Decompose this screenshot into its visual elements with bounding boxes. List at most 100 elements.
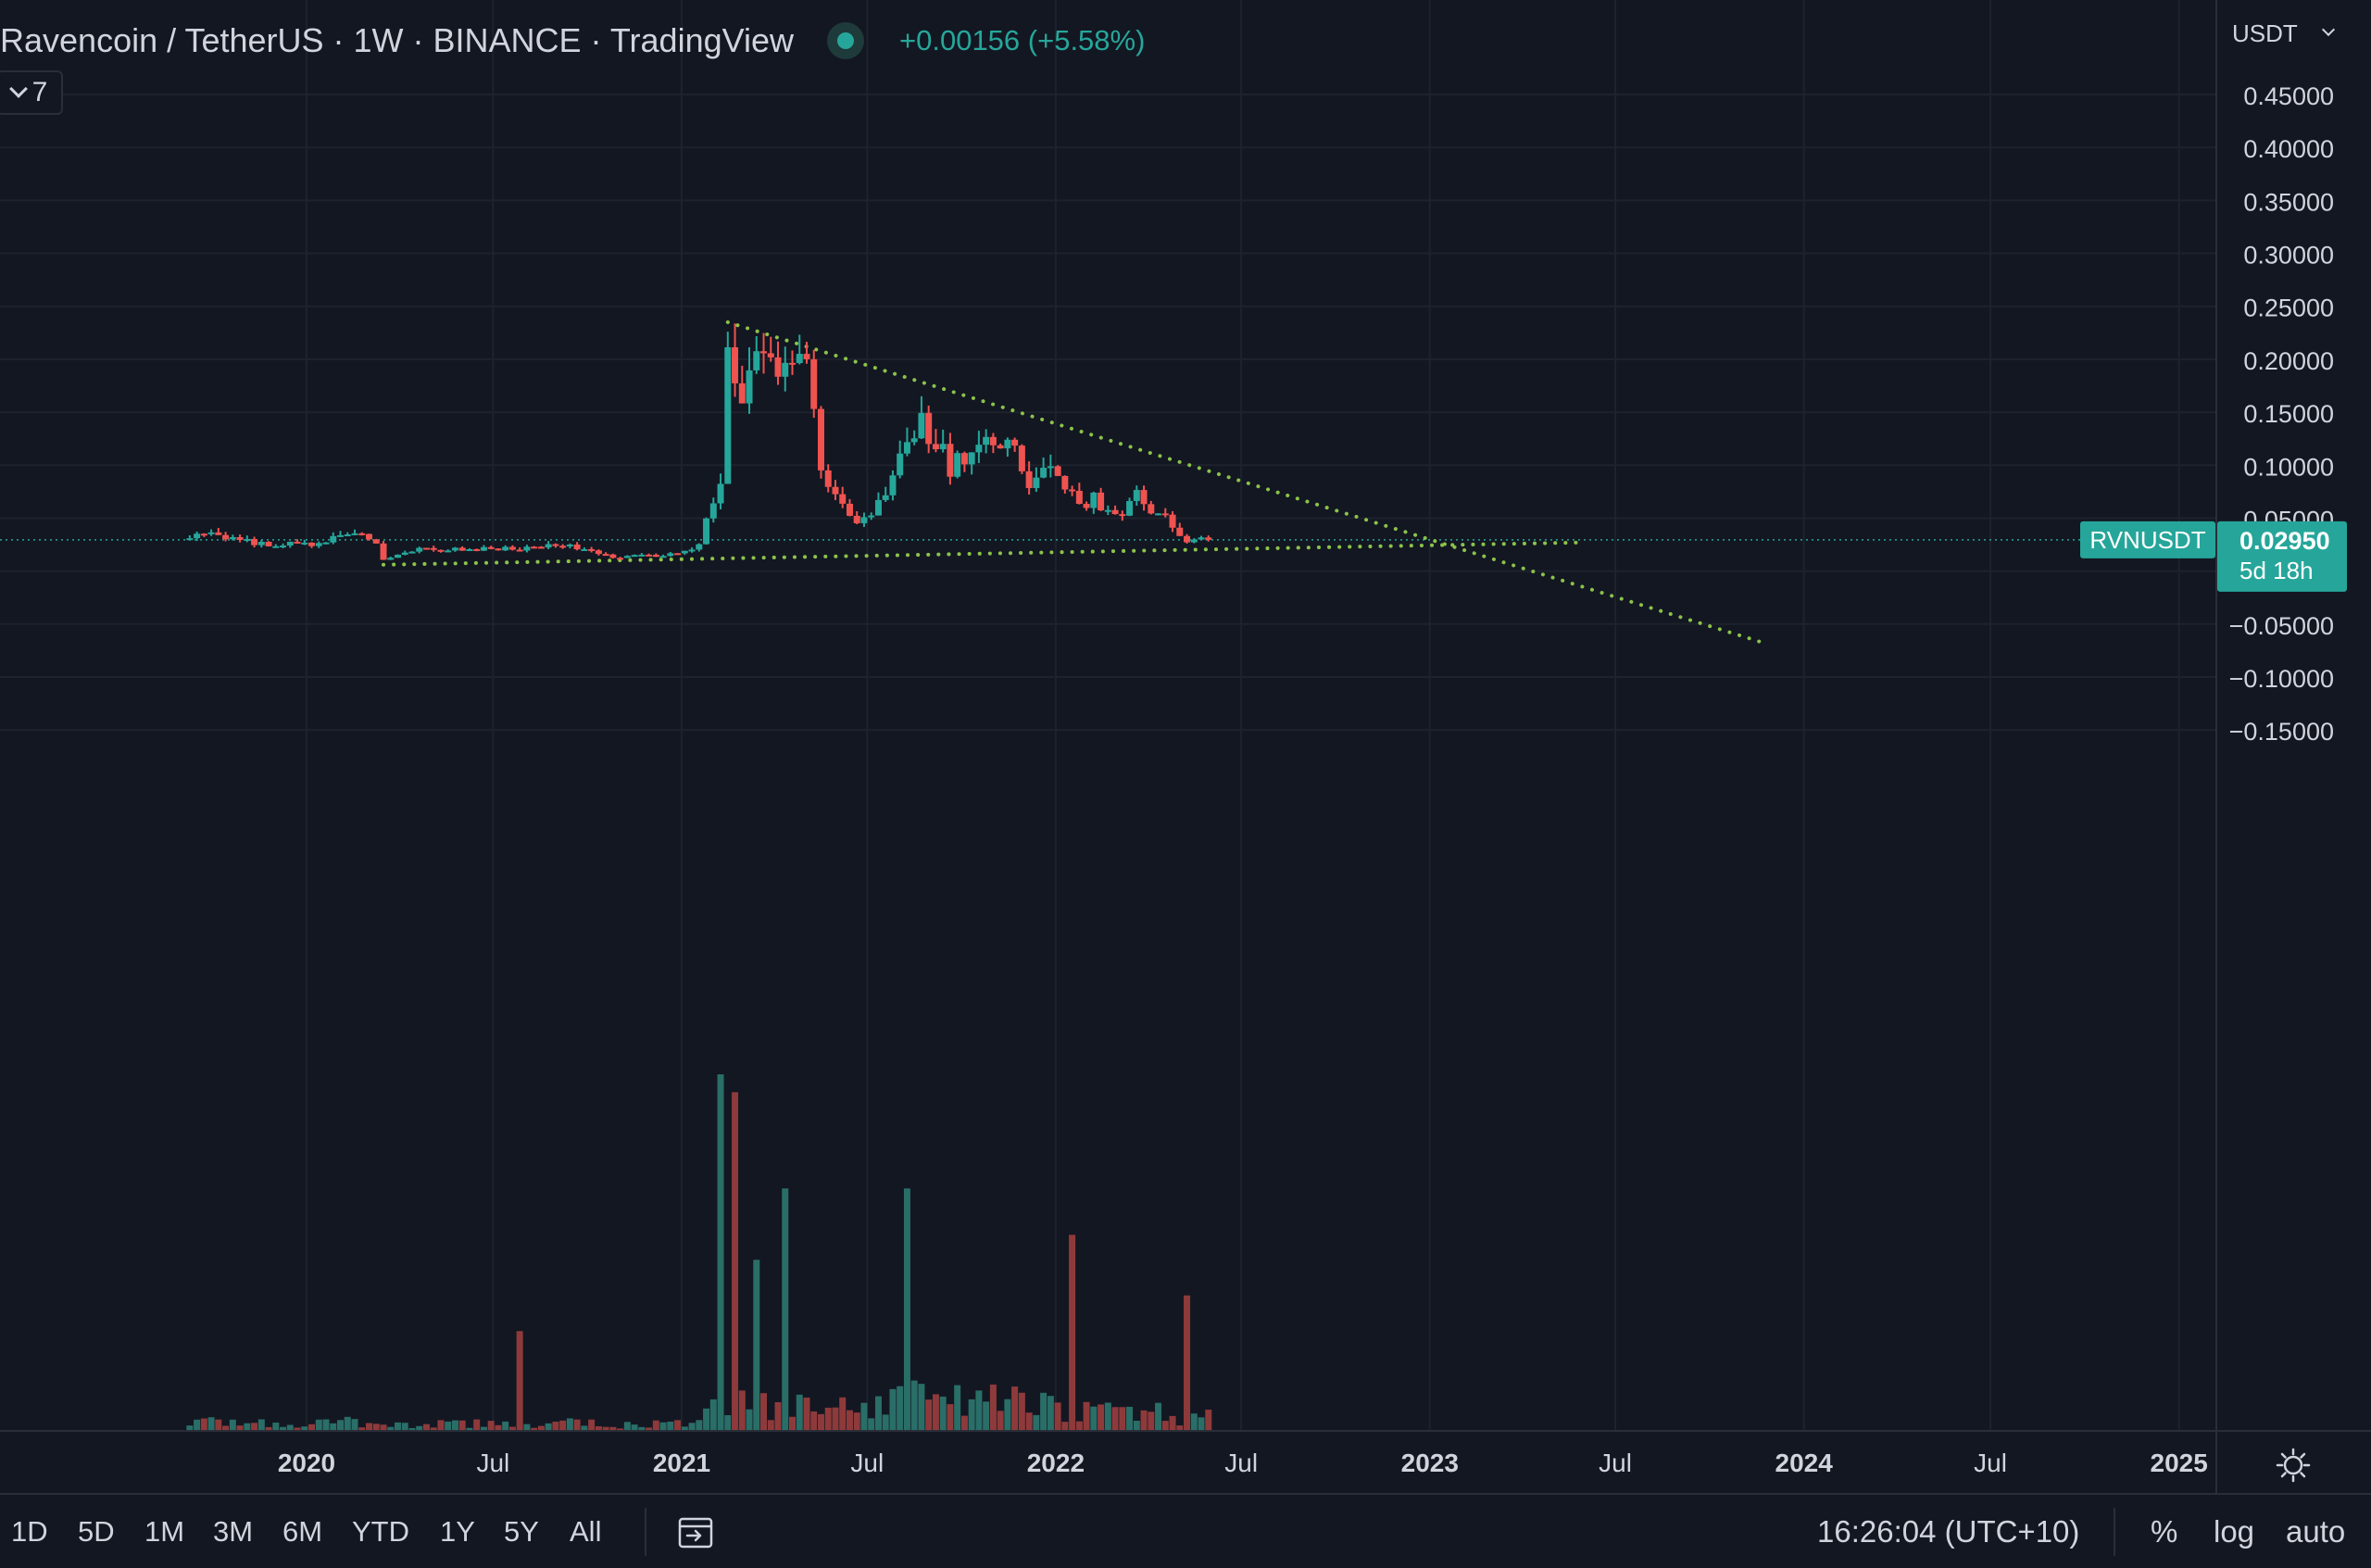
price-tick-label: −0.10000 xyxy=(2229,665,2334,693)
volume-bar xyxy=(882,1414,889,1431)
range-6m[interactable]: 6M xyxy=(282,1514,323,1548)
clock[interactable]: 16:26:04 (UTC+10) xyxy=(1817,1513,2080,1549)
volume-bar xyxy=(1133,1421,1140,1431)
volume-bar xyxy=(602,1426,609,1431)
live-dot-icon xyxy=(827,22,864,59)
volume-bar xyxy=(889,1388,897,1431)
candle-body xyxy=(1198,537,1205,540)
chevron-down-icon xyxy=(2321,22,2335,37)
candle-body xyxy=(703,518,710,545)
candle-body xyxy=(200,533,207,536)
range-1d[interactable]: 1D xyxy=(11,1514,48,1548)
volume-bar xyxy=(380,1424,387,1431)
candle-body xyxy=(997,445,1004,449)
candle-body xyxy=(1148,504,1155,514)
candles xyxy=(186,323,1212,560)
candle-body xyxy=(516,549,523,552)
candle-body xyxy=(960,453,968,465)
volume-bar xyxy=(1190,1413,1198,1431)
currency-selector[interactable]: USDT xyxy=(2232,15,2335,52)
candle-body xyxy=(738,383,746,404)
price-tick-label: 0.40000 xyxy=(2243,135,2334,163)
range-all[interactable]: All xyxy=(570,1514,602,1548)
volume-bar xyxy=(545,1423,552,1431)
candle-body xyxy=(294,541,301,544)
candle-body xyxy=(487,546,495,549)
volume-bar xyxy=(1126,1406,1134,1431)
volume-bar xyxy=(372,1424,380,1431)
price-tick-label: 0.20000 xyxy=(2243,347,2334,375)
volume-bar xyxy=(394,1422,401,1431)
candle-body xyxy=(588,548,596,551)
volume-bar xyxy=(839,1397,847,1431)
range-1y[interactable]: 1Y xyxy=(440,1514,475,1548)
candle-body xyxy=(767,353,774,358)
candle-body xyxy=(903,442,910,454)
trendline-ascending xyxy=(381,540,1584,567)
volume-bar xyxy=(236,1425,244,1431)
candle-body xyxy=(947,444,954,477)
candle-body xyxy=(646,554,653,557)
auto-toggle[interactable]: auto xyxy=(2286,1513,2346,1549)
candle-body xyxy=(882,495,889,500)
candle-body xyxy=(545,544,552,548)
volume-bar xyxy=(738,1390,746,1431)
bar-countdown-label: 5d 18h xyxy=(2239,557,2314,584)
candle-body xyxy=(1111,509,1119,515)
volume-bar xyxy=(286,1424,294,1431)
candle-body xyxy=(782,362,789,377)
percent-toggle[interactable]: % xyxy=(2151,1513,2178,1549)
candle-body xyxy=(1069,489,1076,492)
volume-bar xyxy=(810,1411,818,1431)
candle-body xyxy=(1018,445,1025,471)
volume-bar xyxy=(646,1427,653,1431)
volume-bar xyxy=(954,1385,961,1431)
candle-body xyxy=(1083,504,1090,508)
volume-bar xyxy=(1119,1407,1126,1431)
candle-body xyxy=(380,543,387,560)
volume-bars xyxy=(186,1074,1212,1431)
volume-bar xyxy=(516,1331,523,1431)
gear-icon[interactable] xyxy=(2275,1447,2312,1484)
volume-bar xyxy=(200,1418,207,1431)
candle-body xyxy=(617,558,624,560)
time-tick-label: Jul xyxy=(850,1449,884,1477)
volume-bar xyxy=(358,1427,366,1431)
volume-bar xyxy=(853,1412,860,1431)
volume-bar xyxy=(947,1404,954,1431)
candle-body xyxy=(868,515,875,518)
candle-body xyxy=(910,438,918,443)
candle-body xyxy=(559,546,567,548)
volume-bar xyxy=(868,1418,875,1431)
candle-body xyxy=(394,554,401,558)
candle-body xyxy=(810,358,818,409)
range-5y[interactable]: 5Y xyxy=(504,1514,539,1548)
candle-body xyxy=(889,475,897,495)
range-1m[interactable]: 1M xyxy=(144,1514,185,1548)
time-tick-label: 2020 xyxy=(278,1449,335,1477)
range-5d[interactable]: 5D xyxy=(78,1514,115,1548)
volume-bar xyxy=(874,1396,882,1431)
volume-bar xyxy=(659,1422,667,1431)
range-ytd[interactable]: YTD xyxy=(352,1514,409,1548)
candle-body xyxy=(194,533,201,539)
log-toggle[interactable]: log xyxy=(2214,1513,2255,1549)
range-3m[interactable]: 3M xyxy=(213,1514,254,1548)
volume-bar xyxy=(832,1407,839,1431)
indicators-toggle-button[interactable]: 7 xyxy=(0,70,63,115)
candle-body xyxy=(688,549,696,552)
volume-bar xyxy=(257,1419,265,1431)
price-tick-label: −0.15000 xyxy=(2229,718,2334,746)
volume-bar xyxy=(408,1427,416,1431)
candle-body xyxy=(824,470,832,487)
trendlines xyxy=(381,320,1770,646)
volume-bar xyxy=(458,1420,466,1431)
candle-body xyxy=(1075,490,1083,505)
candle-body xyxy=(918,412,925,439)
volume-bar xyxy=(1054,1402,1061,1431)
volume-bar xyxy=(330,1423,337,1431)
volume-bar xyxy=(1169,1415,1176,1431)
calendar-goto-icon[interactable] xyxy=(676,1513,717,1550)
time-tick-label: Jul xyxy=(1599,1449,1632,1477)
